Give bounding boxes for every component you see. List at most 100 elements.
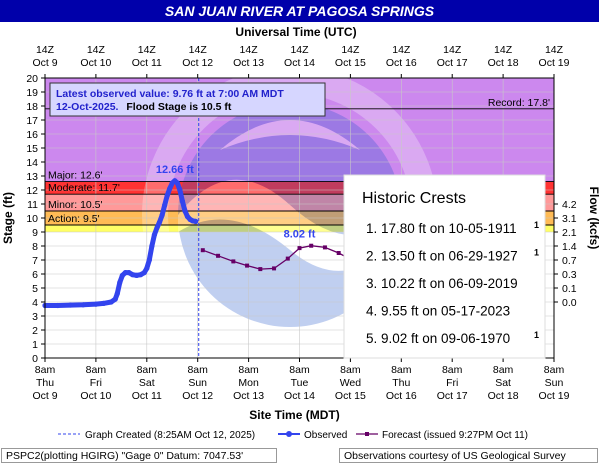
- x-tick-weekday: Fri: [90, 377, 102, 389]
- axes: 012345678910111213141516171819200.00.10.…: [1, 44, 599, 422]
- x-tick-weekday: Sun: [188, 377, 207, 389]
- latest-observed-frame: [49, 82, 326, 117]
- right-axis-title: Flow (kcfs): [587, 187, 599, 250]
- forecast-point: [309, 243, 314, 248]
- y-tick-label: 3: [32, 311, 38, 323]
- forecast-point: [216, 253, 221, 258]
- x-tick-date: Oct 13: [233, 390, 264, 402]
- observed-point: [177, 187, 183, 193]
- top-x-tick-date: Oct 12: [182, 57, 213, 69]
- annotation-forecast: 8.02 ft: [284, 229, 316, 241]
- y2-tick-label: 0.1: [562, 283, 577, 295]
- bottom-axis-title: Site Time (MDT): [249, 408, 339, 422]
- historic-crest-footnote: 1: [534, 220, 539, 230]
- observed-point: [156, 219, 163, 225]
- observed-point: [93, 301, 99, 307]
- top-x-tick-time: 14Z: [494, 44, 513, 56]
- top-x-tick-time: 14Z: [189, 44, 208, 56]
- legend-forecast-marker: [365, 432, 369, 436]
- observed-point: [144, 265, 150, 271]
- latest-observed-box: Latest observed value: 9.76 ft at 7:00 A…: [49, 82, 326, 117]
- y-tick-label: 5: [32, 283, 38, 295]
- top-x-tick-time: 14Z: [341, 44, 360, 56]
- y2-tick-label: 1.4: [562, 241, 577, 253]
- legend-observed-marker: [286, 431, 292, 437]
- historic-crest-item: 1. 17.80 ft on 10-05-1911: [366, 221, 517, 236]
- x-tick-date: Oct 12: [182, 390, 213, 402]
- chart-title: SAN JUAN RIVER AT PAGOSA SPRINGS: [165, 3, 435, 19]
- x-tick-date: Oct 17: [437, 390, 468, 402]
- top-x-tick-time: 14Z: [392, 44, 411, 56]
- y-tick-label: 13: [26, 171, 38, 183]
- forecast-point: [322, 245, 327, 250]
- y-tick-label: 10: [26, 213, 38, 225]
- x-tick-date: Oct 19: [539, 390, 570, 402]
- y-tick-label: 7: [32, 255, 38, 267]
- top-x-tick-date: Oct 19: [539, 57, 570, 69]
- x-tick-time: 8am: [289, 364, 310, 376]
- y2-tick-label: 3.1: [562, 213, 577, 225]
- x-tick-time: 8am: [187, 364, 208, 376]
- y-tick-label: 11: [27, 199, 38, 211]
- top-x-tick-time: 14Z: [545, 44, 564, 56]
- historic-crests-box: Historic Crests 1. 17.80 ft on 10-05-191…: [343, 174, 546, 359]
- y-tick-label: 15: [26, 143, 38, 155]
- top-x-tick-date: Oct 9: [32, 57, 57, 69]
- forecast-point: [200, 248, 205, 253]
- x-tick-weekday: Tue: [291, 377, 309, 389]
- x-tick-weekday: Sat: [139, 377, 155, 389]
- legend-graph-created-label: Graph Created (8:25AM Oct 12, 2025): [85, 430, 255, 441]
- top-x-tick-date: Oct 17: [437, 57, 468, 69]
- footer-datum: PSPC2(plotting HGIRG) "Gage 0" Datum: 70…: [1, 448, 277, 463]
- x-tick-date: Oct 10: [80, 390, 111, 402]
- historic-crests-title: Historic Crests: [362, 190, 466, 207]
- observed-point: [134, 272, 140, 278]
- x-tick-weekday: Fri: [446, 377, 458, 389]
- forecast-point: [272, 266, 277, 271]
- historic-crest-footnote: 1: [534, 330, 539, 340]
- x-tick-weekday: Thu: [392, 377, 410, 389]
- top-x-tick-date: Oct 15: [335, 57, 366, 69]
- threshold-label-action: Action: 9.5': [48, 213, 100, 225]
- y-tick-label: 19: [26, 87, 38, 99]
- x-tick-weekday: Wed: [340, 377, 362, 389]
- top-x-tick-date: Oct 14: [284, 57, 315, 69]
- y-tick-label: 4: [32, 297, 38, 309]
- historic-crests-list: 1. 17.80 ft on 10-05-1911 1 2. 13.50 ft on…: [366, 220, 539, 346]
- legend-forecast-label: Forecast (issued 9:27PM Oct 11): [382, 430, 528, 441]
- observed-point: [141, 270, 147, 276]
- y-tick-label: 6: [32, 269, 38, 281]
- historic-crest-item: 4. 9.55 ft on 05-17-2023: [366, 304, 510, 319]
- x-tick-time: 8am: [544, 364, 565, 376]
- observed-point: [167, 186, 173, 192]
- observed-point: [67, 302, 74, 308]
- observed-point: [80, 302, 86, 308]
- y2-tick-label: 0.3: [562, 269, 577, 281]
- top-x-tick-date: Oct 16: [386, 57, 417, 69]
- observed-point: [146, 257, 152, 263]
- x-tick-date: Oct 9: [32, 390, 57, 402]
- forecast-point: [231, 259, 236, 264]
- y2-tick-label: 4.2: [562, 199, 577, 211]
- observed-point: [129, 272, 136, 278]
- top-x-tick-time: 14Z: [36, 44, 55, 56]
- historic-crests-frame: [343, 174, 546, 359]
- watermark-seagull: [220, 120, 360, 150]
- observed-point: [55, 302, 61, 309]
- y-tick-label: 2: [32, 325, 38, 337]
- observed-point: [174, 180, 180, 186]
- threshold-label-major: Major: 12.6': [48, 170, 103, 182]
- title-bar: [0, 0, 599, 22]
- x-tick-date: Oct 14: [284, 390, 315, 402]
- observed-point: [112, 296, 118, 302]
- observed-point: [122, 270, 129, 276]
- y-tick-label: 16: [26, 129, 38, 141]
- latest-observed-line1: Latest observed value: 9.76 ft at 7:00 A…: [56, 88, 284, 100]
- flood-stage-text: Flood Stage is 10.5 ft: [126, 101, 232, 113]
- footer-attribution: Observations courtesy of US Geological S…: [339, 448, 598, 463]
- y-tick-label: 12: [26, 185, 38, 197]
- annotation-observed: 12.66 ft: [156, 164, 194, 176]
- x-tick-weekday: Sun: [545, 377, 564, 389]
- observed-point: [159, 212, 165, 218]
